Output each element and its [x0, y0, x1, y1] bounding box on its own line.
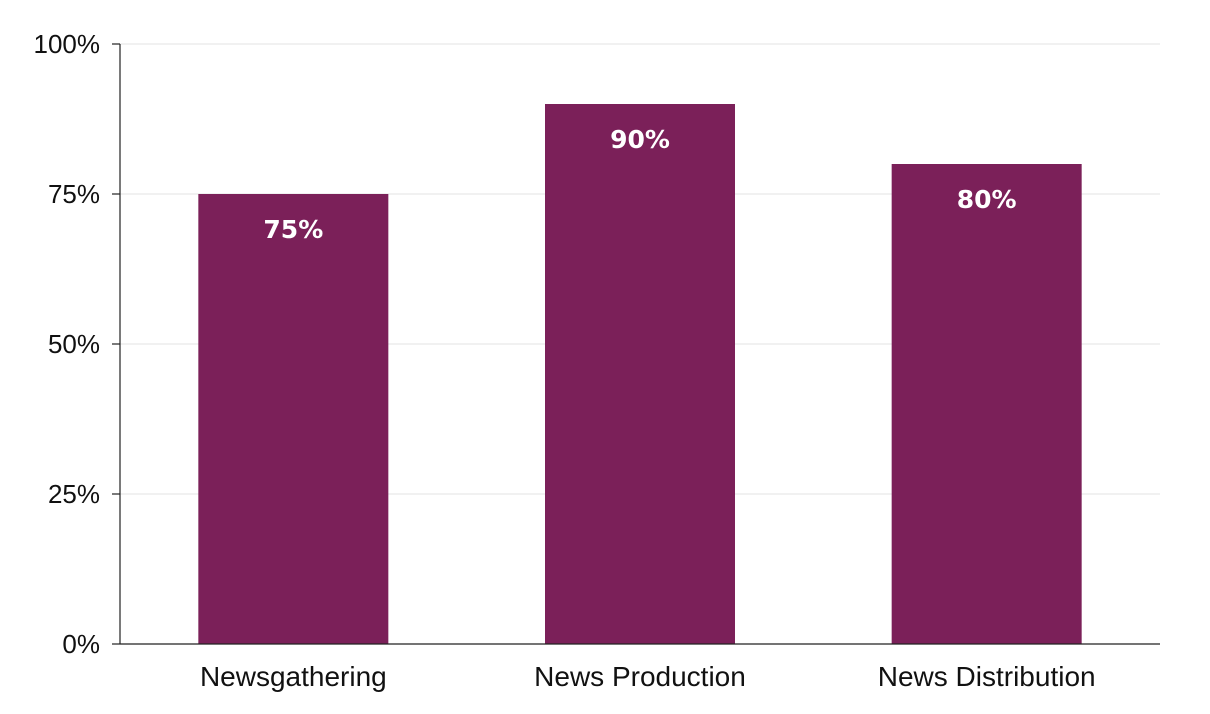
- y-tick-label: 75%: [48, 179, 100, 209]
- y-tick-label: 25%: [48, 479, 100, 509]
- bar-1: [545, 104, 735, 644]
- y-tick-label: 100%: [34, 29, 101, 59]
- data-label-1: 90%: [610, 125, 670, 154]
- labels: 0% 25% 50% 75% 100% 75% Newsgathering 90% News P…: [34, 29, 1096, 692]
- bar-2: [891, 164, 1082, 644]
- data-label-0: 75%: [263, 215, 323, 244]
- bar-0: [198, 194, 389, 644]
- x-category-label-0: Newsgathering: [200, 661, 387, 692]
- x-category-label-1: News Production: [534, 661, 746, 692]
- y-tick-label: 0%: [62, 629, 100, 659]
- axes: [112, 43, 1160, 645]
- x-category-label-2: News Distribution: [878, 661, 1096, 692]
- data-label-2: 80%: [957, 185, 1017, 214]
- bars: [198, 104, 1082, 644]
- y-tick-label: 50%: [48, 329, 100, 359]
